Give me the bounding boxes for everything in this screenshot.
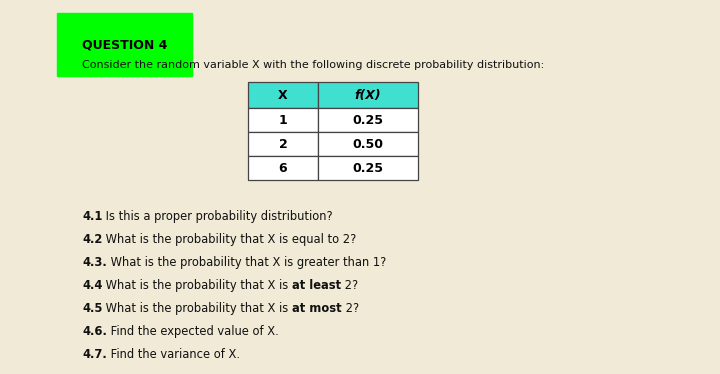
Text: at least: at least xyxy=(292,279,341,292)
Text: What is the probability that X is: What is the probability that X is xyxy=(102,302,292,315)
Text: 0.50: 0.50 xyxy=(353,138,384,150)
Text: 4.7.: 4.7. xyxy=(82,348,107,361)
Text: 4.2: 4.2 xyxy=(82,233,102,246)
Text: 0.25: 0.25 xyxy=(353,162,384,175)
Text: Consider the random variable X with the following discrete probability distribut: Consider the random variable X with the … xyxy=(82,60,544,70)
Text: What is the probability that X is equal to 2?: What is the probability that X is equal … xyxy=(102,233,356,246)
Bar xyxy=(318,156,418,180)
Text: 2: 2 xyxy=(279,138,287,150)
Text: f(X): f(X) xyxy=(355,89,382,101)
Text: 4.4: 4.4 xyxy=(82,279,102,292)
Text: Find the expected value of X.: Find the expected value of X. xyxy=(107,325,279,338)
Text: at most: at most xyxy=(292,302,342,315)
Text: X: X xyxy=(278,89,288,101)
Bar xyxy=(248,82,318,108)
Text: 4.6.: 4.6. xyxy=(82,325,107,338)
Bar xyxy=(318,132,418,156)
Text: 4.5: 4.5 xyxy=(82,302,102,315)
Text: What is the probability that X is greater than 1?: What is the probability that X is greate… xyxy=(107,256,386,269)
Text: What is the probability that X is: What is the probability that X is xyxy=(102,279,292,292)
Text: 2?: 2? xyxy=(342,302,359,315)
Text: 6: 6 xyxy=(279,162,287,175)
Bar xyxy=(248,108,318,132)
Text: Is this a proper probability distribution?: Is this a proper probability distributio… xyxy=(102,210,333,223)
Text: QUESTION 4: QUESTION 4 xyxy=(82,38,167,51)
Bar xyxy=(318,108,418,132)
Text: Find the variance of X.: Find the variance of X. xyxy=(107,348,240,361)
Bar xyxy=(248,132,318,156)
Text: 4.3.: 4.3. xyxy=(82,256,107,269)
Bar xyxy=(318,82,418,108)
Text: 4.1: 4.1 xyxy=(82,210,102,223)
Bar xyxy=(248,156,318,180)
Text: 0.25: 0.25 xyxy=(353,113,384,126)
Text: 2?: 2? xyxy=(341,279,359,292)
Text: 1: 1 xyxy=(279,113,287,126)
